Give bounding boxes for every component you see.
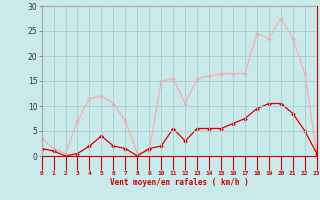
- X-axis label: Vent moyen/en rafales ( km/h ): Vent moyen/en rafales ( km/h ): [110, 178, 249, 187]
